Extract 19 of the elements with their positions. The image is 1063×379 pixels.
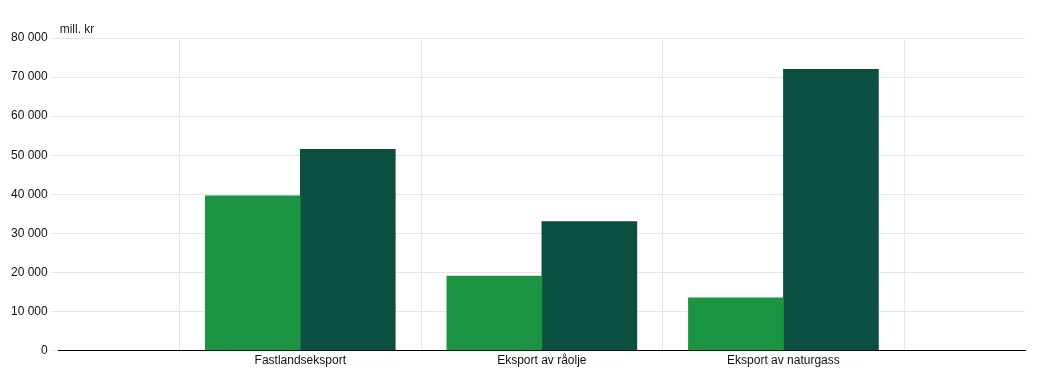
bar [299,149,396,351]
y-tick-label: 80 000 [11,30,49,45]
bar [688,297,784,351]
y-tick-label: 20 000 [11,264,49,279]
y-tick-label: 50 000 [11,147,49,162]
bar [541,221,638,351]
y-tick-label: 60 000 [11,108,49,123]
bar [783,68,879,351]
bar [204,195,301,351]
y-tick-label: 10 000 [11,303,49,318]
y-tick-label: 70 000 [11,69,49,84]
x-tick-label: Eksport av naturgass [727,353,840,368]
y-tick-label: 30 000 [11,225,49,240]
y-tick-label: 40 000 [11,186,49,201]
y-tick-label: 0 [41,342,49,357]
x-tick-label: Eksport av råolje [497,353,587,368]
y-axis-title: mill. kr [59,22,95,37]
bar [446,275,543,351]
x-tick-label: Fastlandseksport [254,353,347,368]
